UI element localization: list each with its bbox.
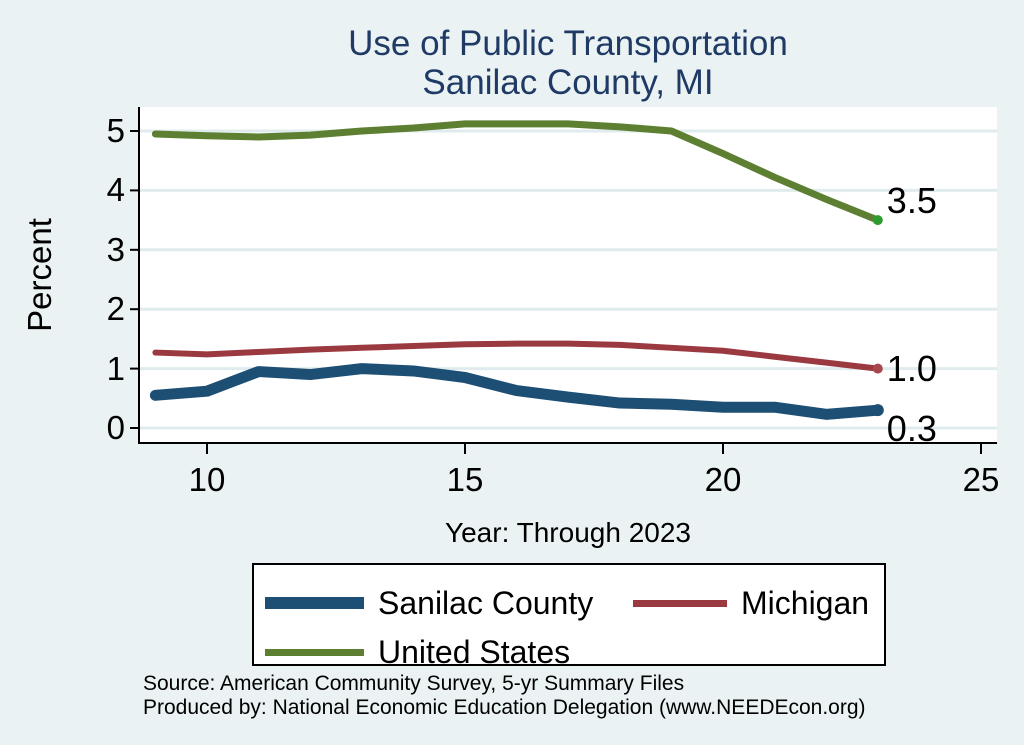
series-end-marker-united-states xyxy=(872,215,883,226)
legend-entry-michigan: Michigan xyxy=(633,583,869,623)
legend-swatch-michigan xyxy=(633,599,727,607)
axis-lines xyxy=(138,107,997,444)
x-tick-label-25: 25 xyxy=(962,461,1000,498)
chart-title-line1: Use of Public Transportation xyxy=(348,24,788,63)
x-tick-label-20: 20 xyxy=(704,461,742,498)
source-line2: Produced by: National Economic Education… xyxy=(143,696,866,719)
legend-swatch-united-states xyxy=(265,648,364,656)
series-end-marker-michigan xyxy=(872,363,883,374)
y-tick-label-0: 0 xyxy=(106,409,125,446)
legend-entry-sanilac-county: Sanilac County xyxy=(265,583,593,623)
series-end-marker-sanilac-county xyxy=(871,404,884,417)
chart-title: Use of Public Transportation Sanilac Cou… xyxy=(112,24,1024,102)
end-label-united-states: 3.5 xyxy=(886,180,937,222)
y-tick-label-4: 4 xyxy=(106,171,125,209)
chart-title-line2: Sanilac County, MI xyxy=(422,63,714,102)
y-tick-label-2: 2 xyxy=(106,290,125,328)
legend-label-michigan: Michigan xyxy=(741,584,870,621)
series-line-united-states xyxy=(151,120,882,224)
legend-label-sanilac-county: Sanilac County xyxy=(378,584,594,621)
legend-label-united-states: United States xyxy=(378,633,571,670)
source-line1: Source: American Community Survey, 5-yr … xyxy=(143,672,685,695)
legend-entry-united-states: United States xyxy=(265,632,570,672)
x-tick-label-15: 15 xyxy=(446,461,484,498)
y-tick-label-1: 1 xyxy=(106,349,125,387)
plot-background xyxy=(139,107,997,443)
series-line-michigan xyxy=(152,340,881,372)
y-tick-label-3: 3 xyxy=(106,230,125,268)
legend-swatch-sanilac-county xyxy=(265,597,364,609)
y-tick-label-5: 5 xyxy=(106,112,125,149)
end-label-sanilac-county: 0.3 xyxy=(886,408,937,450)
x-axis-title: Year: Through 2023 xyxy=(445,517,691,548)
source-note: Source: American Community Survey, 5-yr … xyxy=(143,672,866,720)
end-label-michigan: 1.0 xyxy=(886,347,937,389)
series-line-sanilac-county xyxy=(149,363,884,420)
legend: Sanilac County Michigan United States xyxy=(252,563,886,670)
x-tick-label-10: 10 xyxy=(188,461,226,498)
